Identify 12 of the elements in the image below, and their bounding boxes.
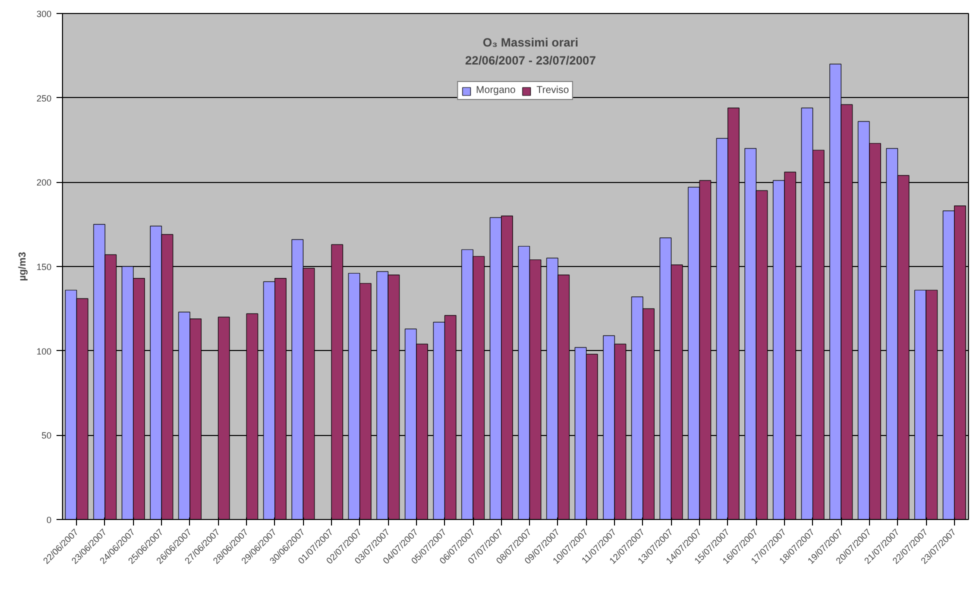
legend-label: Morgano	[476, 85, 516, 96]
y-axis-title: µg/m3	[17, 252, 28, 282]
y-tick-label: 200	[36, 178, 52, 188]
y-tick-label: 300	[36, 9, 52, 19]
y-tick-label: 250	[36, 93, 52, 104]
y-tick-label: 50	[41, 430, 52, 441]
text: 22/06/2007 - 23/07/2007	[465, 54, 596, 68]
y-tick-label: 0	[46, 515, 52, 525]
y-tick-label: 100	[36, 346, 52, 356]
legend-label: Treviso	[536, 85, 569, 96]
text: O₃ Massimi orari	[482, 36, 578, 50]
y-tick-label: 150	[36, 262, 52, 272]
